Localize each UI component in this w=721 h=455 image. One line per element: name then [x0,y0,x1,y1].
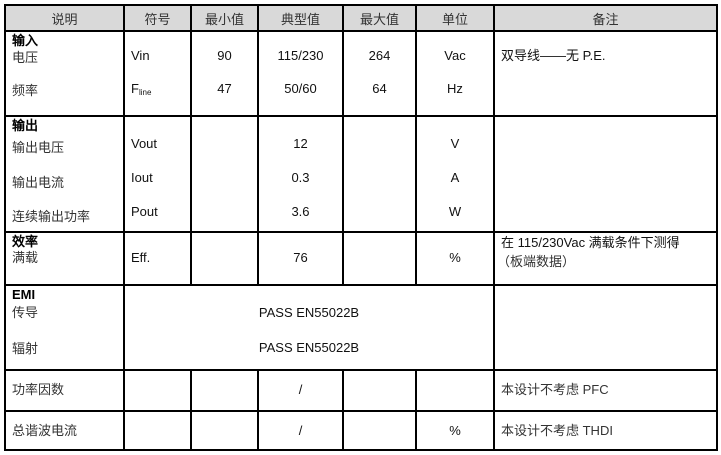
thd-note: 本设计不考虑 THDI [501,423,613,438]
output-current-unit: A [450,170,460,185]
header-symbol: 符号 [123,4,192,32]
input-frequency-label: 频率 [12,83,39,98]
input-voltage-min: 90 [217,48,232,63]
input-row: 输入 电压 频率 Vin Fline 90 47 115/230 50/60 2… [4,30,718,117]
output-voltage-label: 输出电压 [12,140,65,155]
efficiency-typ: 76 [293,250,308,265]
efficiency-label: 满载 [12,250,39,265]
output-voltage-unit: V [450,136,460,151]
thd-row: 总谐波电流 / % 本设计不考虑 THDI [4,410,718,451]
thd-label: 总谐波电流 [12,423,78,438]
output-power-label: 连续输出功率 [12,209,91,224]
efficiency-title: 效率 [12,234,39,249]
emi-title: EMI [12,287,36,302]
output-voltage-typ: 12 [293,136,308,151]
efficiency-unit: % [449,250,461,265]
input-frequency-symbol: Fline [131,81,152,98]
output-voltage-symbol: Vout [131,136,158,151]
thd-typ: / [298,423,303,438]
header-min: 最小值 [190,4,259,32]
input-title: 输入 [12,33,39,48]
thd-unit: % [449,423,461,438]
power-factor-typ: / [298,382,303,397]
header-max: 最大值 [342,4,417,32]
output-power-symbol: Pout [131,204,158,219]
emi-conducted-value: PASS EN55022B [258,305,360,320]
input-frequency-min: 47 [217,81,232,96]
power-factor-label: 功率因数 [12,382,65,397]
output-title: 输出 [12,118,39,133]
header-unit: 单位 [415,4,495,32]
emi-row: EMI 传导 辐射 PASS EN55022B PASS EN55022B [4,284,718,371]
input-frequency-max: 64 [372,81,387,96]
output-row: 输出 输出电压 输出电流 连续输出功率 Vout Iout Pout 12 0.… [4,115,718,233]
output-current-typ: 0.3 [291,170,310,185]
input-frequency-typ: 50/60 [284,81,317,96]
input-voltage-note: 双导线——无 P.E. [501,48,606,63]
efficiency-symbol: Eff. [131,250,151,265]
output-power-typ: 3.6 [291,204,310,219]
header-note: 备注 [493,4,718,32]
efficiency-row: 效率 满载 Eff. 76 % 在 115/230Vac 满载条件下测得 （板端… [4,231,718,286]
output-current-label: 输出电流 [12,175,65,190]
input-voltage-max: 264 [368,48,391,63]
input-voltage-typ: 115/230 [277,48,324,63]
emi-radiated-label: 辐射 [12,341,39,356]
efficiency-note-line2: （板端数据） [497,254,576,269]
input-voltage-unit: Vac [444,48,466,63]
output-current-symbol: Iout [131,170,153,185]
power-factor-row: 功率因数 / 本设计不考虑 PFC [4,369,718,412]
input-voltage-symbol: Vin [131,48,150,63]
output-power-unit: W [448,204,462,219]
input-frequency-unit: Hz [447,81,463,96]
spec-table: 说明 符号 最小值 典型值 最大值 单位 备注 输入 电压 频率 Vin Fli… [4,4,718,451]
input-voltage-label: 电压 [12,50,39,65]
emi-radiated-value: PASS EN55022B [258,340,360,355]
efficiency-note-line1: 在 115/230Vac 满载条件下测得 [501,235,680,250]
power-factor-note: 本设计不考虑 PFC [501,382,609,397]
emi-conducted-label: 传导 [12,305,39,320]
header-typ: 典型值 [257,4,344,32]
header-row: 说明 符号 最小值 典型值 最大值 单位 备注 [4,4,718,32]
header-description: 说明 [4,4,125,32]
